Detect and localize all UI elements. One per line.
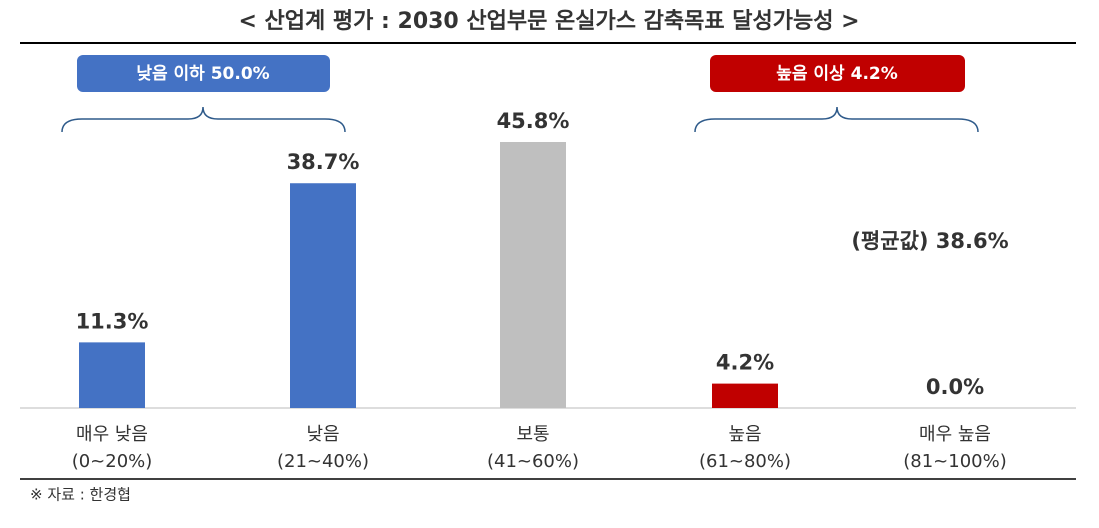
value-label: 11.3% — [76, 309, 149, 333]
bar — [712, 383, 778, 408]
high-group-label: 높음 이상 4.2% — [776, 64, 898, 84]
x-tick-label: 높음 — [728, 424, 761, 445]
x-tick-label: 보통 — [516, 424, 549, 445]
low-brace — [61, 106, 346, 133]
x-tick-label: (0~20%) — [72, 451, 153, 472]
x-tick-label: 매우 낮음 — [76, 424, 148, 445]
high-group-box — [710, 55, 965, 92]
low-group-box — [77, 55, 330, 92]
bar — [290, 183, 356, 408]
bar — [79, 342, 145, 408]
value-label: 45.8% — [497, 109, 570, 133]
x-tick-label: (41~60%) — [487, 451, 579, 472]
value-label: 0.0% — [926, 375, 984, 399]
x-tick-label: (81~100%) — [903, 451, 1007, 472]
high-brace — [694, 106, 979, 133]
average-label: (평균값) 38.6% — [851, 229, 1008, 253]
value-label: 38.7% — [287, 150, 360, 174]
low-group-label: 낮음 이하 50.0% — [136, 64, 269, 84]
chart-title: < 산업계 평가 : 2030 산업부문 온실가스 감축목표 달성가능성 > — [238, 9, 859, 34]
x-tick-label: (21~40%) — [277, 451, 369, 472]
x-tick-label: 낮음 — [306, 424, 339, 445]
source: ※ 자료 : 한경협 — [30, 486, 131, 504]
x-tick-label: 매우 높음 — [919, 424, 991, 445]
value-label: 4.2% — [716, 351, 774, 375]
bar — [500, 142, 566, 408]
x-tick-label: (61~80%) — [699, 451, 791, 472]
